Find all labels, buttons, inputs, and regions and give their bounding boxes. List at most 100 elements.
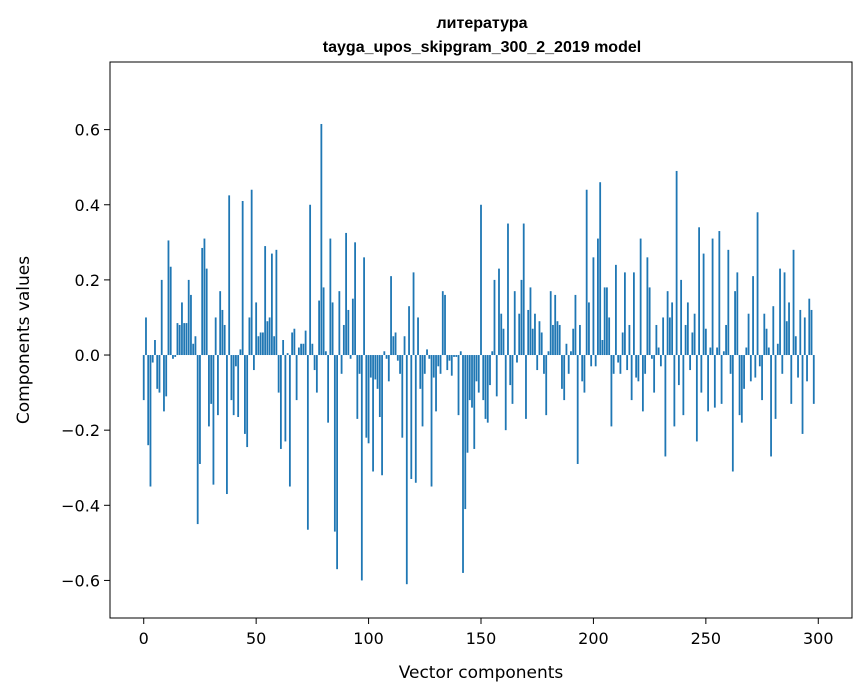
- bar-250: [704, 328, 707, 356]
- bar-292: [799, 309, 802, 356]
- bar-182: [552, 324, 554, 356]
- x-tick-label: 100: [353, 629, 384, 648]
- bar-11: [167, 240, 170, 356]
- bar-140: [457, 355, 460, 416]
- bar-125: [423, 355, 426, 374]
- bar-263: [734, 291, 736, 356]
- bar-187: [563, 355, 566, 401]
- bar-208: [610, 355, 613, 427]
- bar-297: [810, 309, 813, 356]
- bar-223: [644, 355, 647, 374]
- bar-122: [417, 317, 419, 356]
- bar-288: [790, 355, 793, 404]
- y-tick-label: 0.0: [75, 346, 100, 365]
- bar-18: [183, 323, 186, 356]
- bar-180: [547, 351, 550, 356]
- bar-119: [410, 355, 413, 479]
- bar-164: [511, 355, 514, 404]
- bar-173: [531, 328, 534, 356]
- bar-214: [624, 272, 626, 356]
- bar-75: [311, 343, 314, 356]
- bar-244: [691, 332, 694, 356]
- bar-117: [405, 355, 408, 585]
- bar-116: [403, 336, 406, 356]
- bar-194: [579, 324, 581, 356]
- bar-152: [484, 355, 487, 419]
- bar-71: [302, 343, 305, 356]
- bar-154: [489, 355, 491, 386]
- bar-74: [309, 204, 312, 356]
- bar-82: [327, 355, 329, 423]
- bar-145: [468, 355, 471, 401]
- x-tick-label: 200: [578, 629, 609, 648]
- bar-141: [459, 351, 462, 356]
- bar-205: [603, 287, 606, 356]
- bar-206: [606, 287, 608, 356]
- bar-101: [369, 355, 372, 378]
- bar-243: [689, 355, 692, 371]
- bar-274: [758, 355, 761, 367]
- bar-12: [169, 266, 172, 356]
- bar-225: [648, 287, 651, 356]
- bar-127: [428, 355, 431, 359]
- bar-32: [214, 317, 217, 356]
- bar-239: [680, 279, 683, 356]
- bar-220: [637, 355, 640, 382]
- bar-165: [513, 291, 516, 356]
- bar-231: [662, 317, 665, 356]
- bar-298: [812, 355, 815, 404]
- bar-177: [540, 332, 543, 356]
- bar-277: [765, 328, 768, 356]
- bar-146: [471, 355, 473, 408]
- bar-289: [792, 249, 795, 356]
- bar-150: [480, 204, 482, 356]
- y-tick-label: −0.4: [61, 496, 100, 515]
- bar-126: [426, 349, 428, 356]
- bar-158: [498, 268, 500, 356]
- bar-103: [374, 355, 377, 380]
- bar-92: [349, 355, 352, 359]
- bar-201: [594, 355, 597, 367]
- bar-2: [147, 355, 150, 446]
- bar-269: [747, 313, 750, 356]
- bar-219: [635, 355, 638, 378]
- bar-284: [781, 355, 784, 374]
- bar-43: [239, 349, 242, 356]
- bar-102: [372, 355, 374, 472]
- bar-136: [448, 355, 451, 361]
- bar-26: [201, 247, 204, 356]
- bar-257: [720, 355, 723, 404]
- bar-167: [518, 313, 521, 356]
- bar-84: [331, 302, 334, 356]
- bar-52: [259, 332, 262, 356]
- bar-112: [394, 332, 397, 356]
- bar-40: [232, 355, 235, 416]
- bar-94: [354, 242, 356, 356]
- bar-44: [241, 201, 244, 356]
- x-axis-label: Vector components: [399, 663, 564, 683]
- bar-254: [713, 355, 716, 408]
- bar-160: [502, 328, 505, 356]
- bar-261: [729, 355, 732, 374]
- bar-271: [752, 276, 754, 356]
- bar-63: [284, 355, 287, 442]
- bar-166: [516, 355, 518, 363]
- bar-235: [671, 302, 674, 356]
- bar-6: [156, 355, 159, 389]
- bar-139: [455, 355, 458, 357]
- bar-264: [736, 272, 739, 356]
- bar-143: [464, 355, 467, 510]
- bar-33: [217, 355, 219, 416]
- bar-19: [185, 323, 188, 356]
- bar-268: [745, 347, 748, 356]
- bar-9: [163, 355, 165, 412]
- bar-134: [444, 294, 446, 356]
- bar-251: [707, 355, 709, 412]
- bar-228: [655, 324, 658, 356]
- bar-87: [338, 291, 341, 356]
- bar-190: [570, 351, 572, 356]
- bar-54: [264, 246, 267, 356]
- bar-195: [581, 355, 584, 382]
- bar-148: [475, 355, 478, 382]
- bar-196: [583, 355, 586, 393]
